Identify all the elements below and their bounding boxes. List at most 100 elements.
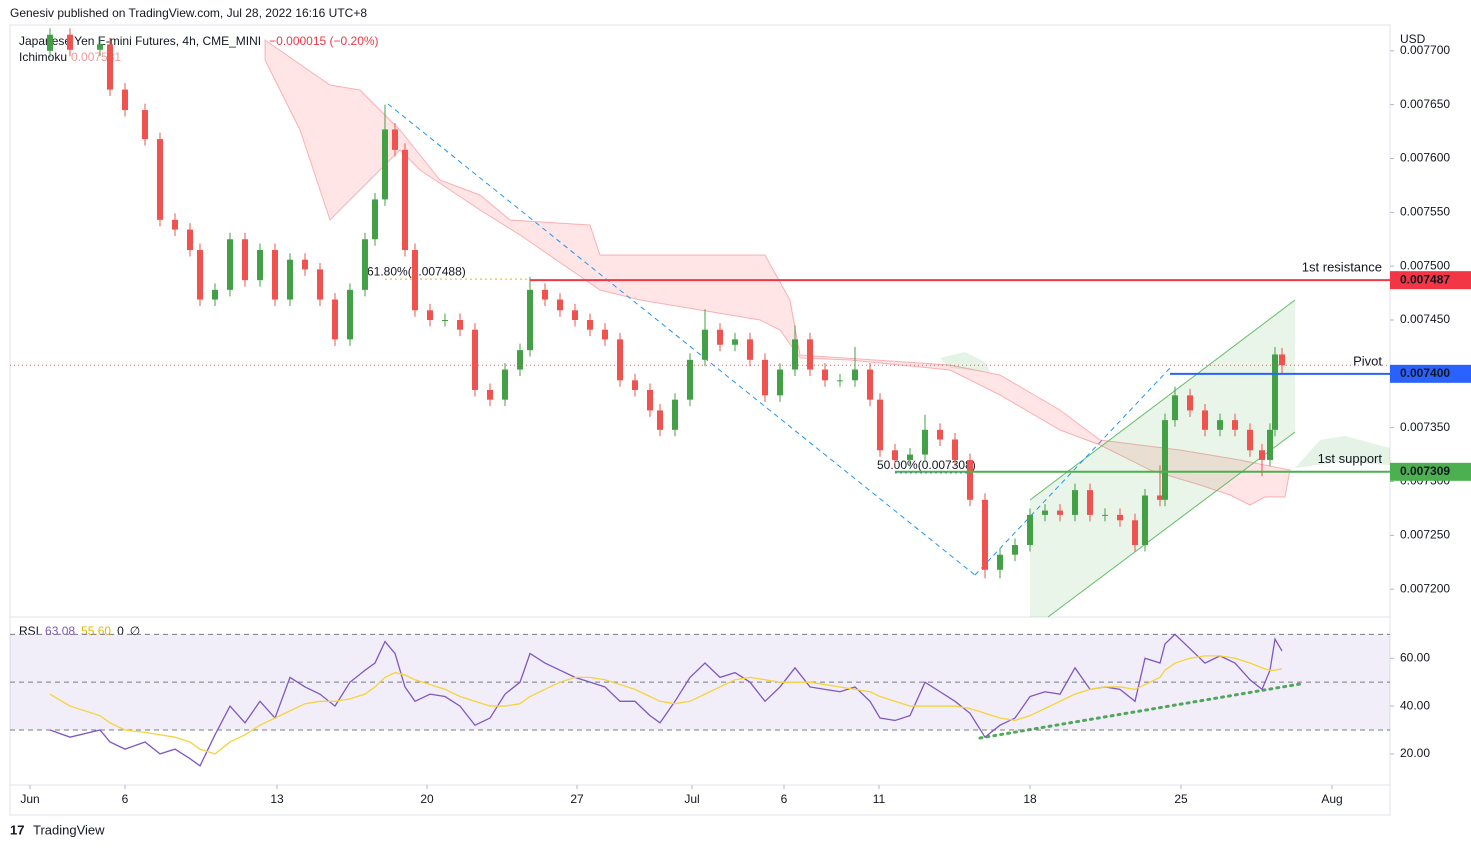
- candle-body: [1102, 514, 1108, 516]
- candle-body: [527, 289, 533, 351]
- candle-body: [747, 339, 753, 360]
- candle-body: [332, 299, 338, 340]
- candle-body: [1012, 545, 1018, 555]
- indicator: Ichimoku: [19, 50, 67, 64]
- x-tick-label: 6: [781, 792, 788, 806]
- unit: USD: [1400, 32, 1426, 46]
- rsi-trendline: [978, 682, 1302, 740]
- candle-body: [472, 329, 478, 390]
- candle-body: [1162, 420, 1168, 500]
- level-name: 1st support: [1318, 451, 1383, 466]
- candle-body: [1117, 514, 1123, 521]
- x-tick-label: 13: [270, 792, 284, 806]
- candle-body: [187, 229, 193, 251]
- y-tick-label: 60.00: [1400, 650, 1430, 664]
- candle-body: [647, 389, 653, 411]
- candle-body: [822, 369, 828, 381]
- candle-body: [1072, 490, 1078, 515]
- candle-body: [427, 310, 433, 320]
- candle-body: [302, 259, 308, 270]
- candle-body: [732, 339, 738, 345]
- candle-body: [717, 329, 723, 345]
- candle-body: [347, 289, 353, 340]
- candle-body: [572, 310, 578, 320]
- y-tick-label: 0.007550: [1400, 205, 1450, 219]
- rsi-title: RSI: [19, 624, 39, 638]
- level-badge: [1390, 271, 1471, 290]
- candle-body: [1157, 495, 1163, 500]
- candle-body: [602, 329, 608, 340]
- candle-body: [227, 239, 233, 290]
- y-tick-label: 0.007200: [1400, 581, 1450, 595]
- indicator-value: 0.007531: [71, 50, 121, 64]
- cloud-bull: [940, 352, 990, 372]
- candle-body: [807, 339, 813, 370]
- candle-body: [777, 369, 783, 396]
- candle-body: [792, 339, 798, 370]
- candle-body: [967, 459, 973, 500]
- candle-body: [122, 89, 128, 111]
- fib-label: 50.00%(0.007308): [877, 458, 976, 472]
- candle-body: [1187, 395, 1193, 411]
- x-tick-label: 27: [570, 792, 584, 806]
- x-tick-label: 25: [1174, 792, 1188, 806]
- candle-body: [412, 250, 418, 311]
- candle-body: [67, 34, 73, 50]
- cloud-bull: [1295, 436, 1390, 468]
- y-tick-label: 0.007600: [1400, 151, 1450, 165]
- x-tick-label: Jul: [684, 792, 699, 806]
- candle-body: [1232, 420, 1238, 430]
- x-tick-label: 20: [420, 792, 434, 806]
- candle-body: [442, 320, 448, 321]
- candle-body: [287, 259, 293, 300]
- channel-line: [1029, 299, 1296, 501]
- y-tick-label: 40.00: [1400, 698, 1430, 712]
- candle-body: [502, 369, 508, 400]
- y-tick-label: 0.007250: [1400, 528, 1450, 542]
- candle-body: [852, 369, 858, 381]
- candle-body: [1087, 490, 1093, 515]
- candle-body: [107, 44, 113, 90]
- candle-body: [402, 149, 408, 251]
- candle-body: [1272, 354, 1278, 430]
- candle-body: [702, 329, 708, 360]
- level-badge: [1390, 364, 1471, 383]
- candle-body: [1202, 410, 1208, 430]
- candle-body: [587, 320, 593, 330]
- x-tick-label: Aug: [1321, 792, 1342, 806]
- fib-trend: [974, 367, 1171, 576]
- candle-body: [197, 250, 203, 300]
- x-tick-label: 11: [873, 792, 886, 806]
- candle-body: [1247, 429, 1253, 451]
- candle-body: [997, 554, 1003, 570]
- candle-body: [907, 454, 913, 460]
- candle-body: [1267, 429, 1273, 460]
- y-tick-label: 20.00: [1400, 746, 1430, 760]
- candle-body: [372, 199, 378, 240]
- y-tick-label: 0.007350: [1400, 420, 1450, 434]
- candle-body: [762, 359, 768, 396]
- x-tick-label: Jun: [20, 792, 39, 806]
- candle-body: [487, 389, 493, 400]
- level-name: Pivot: [1353, 353, 1382, 368]
- level-value: 0.007487: [1400, 272, 1450, 286]
- candle-body: [517, 350, 523, 370]
- candle-body: [542, 289, 548, 300]
- candle-body: [1042, 510, 1048, 515]
- candle-body: [922, 429, 928, 455]
- title: Japanese Yen E-mini Futures, 4h, CME_MIN…: [19, 34, 261, 48]
- candle-body: [982, 499, 988, 570]
- candle-body: [1279, 354, 1285, 366]
- candle-body: [257, 250, 263, 281]
- candle-body: [47, 34, 53, 51]
- candle-body: [892, 450, 898, 460]
- candle-body: [1142, 495, 1148, 546]
- rsi-extra: 0: [117, 624, 124, 638]
- candle-body: [212, 289, 218, 300]
- y-tick-label: 0.007650: [1400, 97, 1450, 111]
- candle-body: [672, 399, 678, 430]
- candle-body: [1132, 520, 1138, 546]
- candle-body: [1057, 510, 1063, 515]
- candle-body: [317, 269, 323, 300]
